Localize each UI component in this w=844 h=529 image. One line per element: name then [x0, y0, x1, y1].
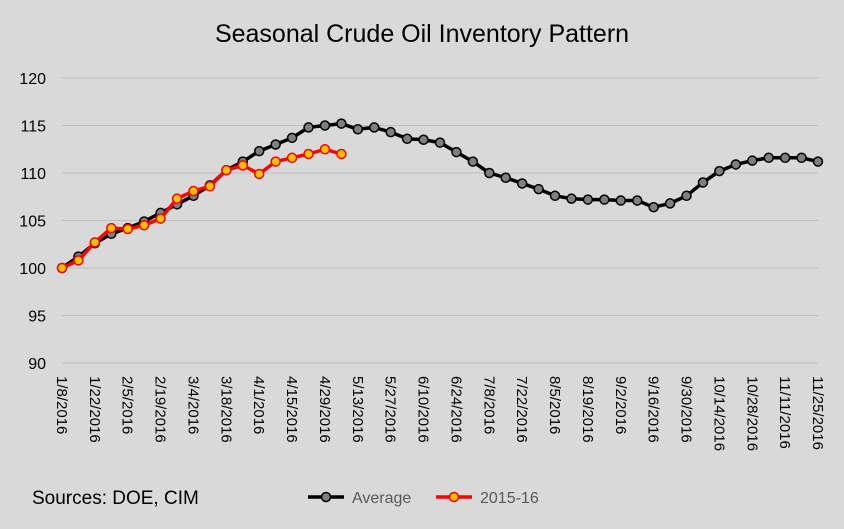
x-tick-label: 8/19/2016: [579, 376, 596, 443]
data-point-average: [599, 194, 610, 205]
data-point-average: [451, 146, 462, 158]
data-point-2015-16: [73, 255, 84, 266]
x-tick-label: 9/30/2016: [678, 376, 695, 443]
data-point-average: [270, 139, 281, 150]
x-tick-label: 4/29/2016: [316, 376, 333, 443]
data-point-average: [747, 155, 758, 166]
data-point-2015-16: [106, 222, 117, 234]
x-tick-label: 2/5/2016: [119, 376, 136, 434]
data-point-average: [369, 122, 380, 133]
data-point-average: [434, 137, 446, 148]
x-tick-label: 10/14/2016: [710, 376, 727, 451]
x-tick-label: 11/11/2016: [776, 376, 793, 449]
data-point-average: [549, 190, 561, 202]
data-point-average: [681, 190, 692, 202]
data-point-average: [303, 122, 314, 133]
legend-marker-2015-16: [448, 491, 460, 503]
data-point-2015-16: [286, 152, 298, 164]
y-tick-label: 95: [28, 309, 46, 326]
data-point-2015-16: [270, 156, 281, 167]
data-point-average: [500, 172, 511, 183]
y-tick-label: 115: [20, 119, 46, 136]
data-point-2015-16: [237, 160, 249, 171]
x-tick-label: 4/15/2016: [283, 376, 300, 443]
data-point-2015-16: [188, 185, 199, 197]
x-tick-label: 2/19/2016: [152, 376, 169, 443]
data-point-average: [418, 134, 429, 145]
x-tick-label: 7/8/2016: [480, 376, 497, 434]
data-point-2015-16: [138, 220, 150, 231]
data-point-2015-16: [122, 223, 133, 235]
data-point-average: [286, 132, 298, 144]
data-point-average: [664, 198, 676, 209]
data-point-average: [582, 194, 594, 205]
x-tick-label: 10/28/2016: [743, 376, 760, 451]
x-tick-label: 11/25/2016: [809, 376, 826, 450]
chart-title: Seasonal Crude Oil Inventory Pattern: [214, 20, 630, 48]
x-tick-label: 3/18/2016: [217, 376, 234, 443]
x-tick-label: 1/8/2016: [53, 376, 70, 434]
data-point-average: [779, 152, 791, 164]
data-point-average: [812, 156, 824, 167]
data-point-2015-16: [204, 181, 216, 192]
data-point-average: [730, 159, 742, 170]
x-tick-label: 7/22/2016: [513, 376, 530, 443]
data-point-average: [516, 178, 528, 189]
data-point-average: [253, 145, 265, 157]
data-point-average: [319, 120, 331, 131]
data-point-average: [796, 152, 807, 164]
data-point-average: [763, 152, 774, 164]
x-tick-label: 8/5/2016: [546, 376, 563, 434]
x-tick-label: 9/16/2016: [645, 376, 662, 443]
legend-label-average: Average: [352, 490, 411, 507]
data-point-average: [697, 177, 709, 188]
x-tick-label: 4/1/2016: [250, 376, 267, 434]
data-point-average: [615, 195, 627, 206]
x-tick-label: 5/27/2016: [382, 376, 399, 443]
x-tick-label: 1/22/2016: [86, 376, 103, 443]
x-tick-label: 3/4/2016: [184, 376, 201, 434]
y-tick-label: 105: [19, 214, 46, 231]
x-tick-label: 5/13/2016: [349, 376, 366, 443]
x-tick-label: 6/10/2016: [415, 376, 432, 443]
legend-label-2015-16: 2015-16: [480, 490, 539, 507]
data-point-2015-16: [89, 237, 101, 248]
x-tick-label: 9/2/2016: [612, 376, 629, 434]
data-point-2015-16: [56, 262, 68, 274]
series-line-2015-16: [61, 147, 342, 270]
data-point-average: [401, 133, 413, 145]
data-point-2015-16: [303, 148, 314, 160]
data-point-2015-16: [336, 148, 347, 160]
data-point-average: [648, 201, 659, 213]
y-tick-label: 100: [19, 261, 46, 278]
data-point-2015-16: [155, 213, 166, 224]
source-note: Sources: DOE, CIM: [32, 488, 199, 509]
data-point-average: [566, 193, 577, 204]
y-tick-label: 90: [28, 356, 46, 373]
legend-marker-average: [320, 491, 332, 503]
data-point-average: [484, 167, 495, 179]
data-point-average: [533, 183, 544, 195]
data-point-average: [385, 126, 396, 138]
data-point-2015-16: [319, 144, 331, 155]
data-point-average: [467, 156, 479, 167]
data-point-2015-16: [253, 168, 265, 180]
y-tick-label: 120: [19, 71, 46, 88]
data-point-2015-16: [171, 193, 183, 204]
data-point-average: [714, 165, 725, 177]
y-tick-label: 110: [20, 166, 46, 183]
data-point-average: [631, 195, 643, 206]
data-point-2015-16: [221, 164, 232, 176]
data-point-average: [336, 118, 347, 129]
x-tick-label: 6/24/2016: [447, 376, 464, 443]
data-point-average: [352, 124, 364, 135]
